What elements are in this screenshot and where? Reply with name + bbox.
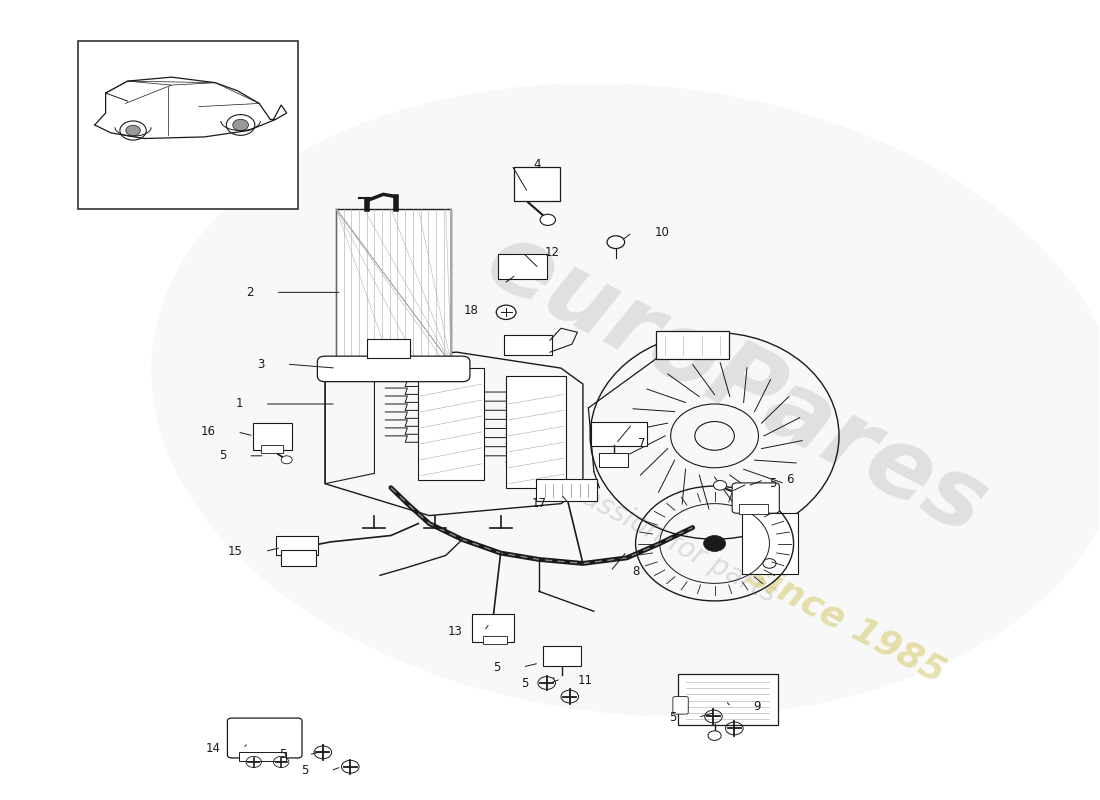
Text: 9: 9 bbox=[754, 701, 760, 714]
FancyBboxPatch shape bbox=[742, 514, 797, 574]
Text: 3: 3 bbox=[257, 358, 265, 370]
Text: 5: 5 bbox=[219, 450, 227, 462]
Text: 5: 5 bbox=[669, 710, 676, 724]
FancyBboxPatch shape bbox=[733, 483, 779, 514]
Circle shape bbox=[708, 731, 722, 741]
Text: 5: 5 bbox=[769, 478, 777, 490]
FancyBboxPatch shape bbox=[483, 636, 507, 644]
FancyBboxPatch shape bbox=[498, 254, 547, 279]
FancyBboxPatch shape bbox=[600, 454, 628, 467]
Circle shape bbox=[233, 119, 249, 130]
Text: 12: 12 bbox=[544, 246, 560, 259]
FancyBboxPatch shape bbox=[472, 614, 514, 642]
Text: 5: 5 bbox=[301, 764, 309, 778]
FancyBboxPatch shape bbox=[657, 331, 729, 358]
Bar bbox=[514, 167, 560, 201]
FancyBboxPatch shape bbox=[282, 550, 317, 566]
Text: 17: 17 bbox=[531, 497, 547, 510]
Circle shape bbox=[607, 236, 625, 249]
Bar bbox=[336, 209, 451, 364]
Text: 5: 5 bbox=[520, 677, 528, 690]
Text: since 1985: since 1985 bbox=[741, 557, 950, 690]
Text: 7: 7 bbox=[638, 438, 646, 450]
Text: 6: 6 bbox=[785, 474, 793, 486]
Text: 4: 4 bbox=[534, 158, 541, 171]
Circle shape bbox=[282, 456, 293, 464]
Bar bbox=[506, 376, 566, 488]
Text: 5: 5 bbox=[493, 661, 500, 674]
Text: 16: 16 bbox=[200, 426, 216, 438]
Circle shape bbox=[496, 305, 516, 319]
FancyBboxPatch shape bbox=[739, 505, 768, 514]
FancyBboxPatch shape bbox=[262, 446, 284, 454]
Circle shape bbox=[714, 481, 727, 490]
Text: 15: 15 bbox=[228, 545, 243, 558]
Text: 8: 8 bbox=[632, 565, 640, 578]
FancyBboxPatch shape bbox=[679, 674, 778, 726]
Text: 10: 10 bbox=[654, 226, 669, 239]
FancyBboxPatch shape bbox=[253, 423, 293, 450]
FancyBboxPatch shape bbox=[591, 422, 647, 446]
Bar bbox=[78, 42, 298, 209]
FancyBboxPatch shape bbox=[228, 718, 302, 758]
Text: 13: 13 bbox=[448, 625, 462, 638]
Text: 18: 18 bbox=[464, 304, 478, 318]
FancyBboxPatch shape bbox=[240, 751, 286, 761]
FancyBboxPatch shape bbox=[536, 479, 597, 502]
FancyBboxPatch shape bbox=[318, 356, 470, 382]
FancyBboxPatch shape bbox=[673, 697, 689, 714]
Ellipse shape bbox=[152, 83, 1100, 717]
Text: euroPares: euroPares bbox=[471, 214, 1002, 555]
Circle shape bbox=[704, 535, 726, 551]
Text: a passion for parts: a passion for parts bbox=[539, 462, 781, 609]
Text: 14: 14 bbox=[206, 742, 221, 755]
Circle shape bbox=[540, 214, 556, 226]
FancyBboxPatch shape bbox=[366, 338, 409, 358]
Bar bbox=[418, 368, 484, 480]
Text: 11: 11 bbox=[578, 674, 593, 687]
FancyBboxPatch shape bbox=[543, 646, 581, 666]
Text: 2: 2 bbox=[246, 286, 254, 299]
Circle shape bbox=[125, 126, 141, 136]
Text: 1: 1 bbox=[235, 398, 243, 410]
FancyBboxPatch shape bbox=[276, 535, 319, 554]
FancyBboxPatch shape bbox=[504, 334, 552, 355]
Text: 5: 5 bbox=[279, 748, 287, 762]
